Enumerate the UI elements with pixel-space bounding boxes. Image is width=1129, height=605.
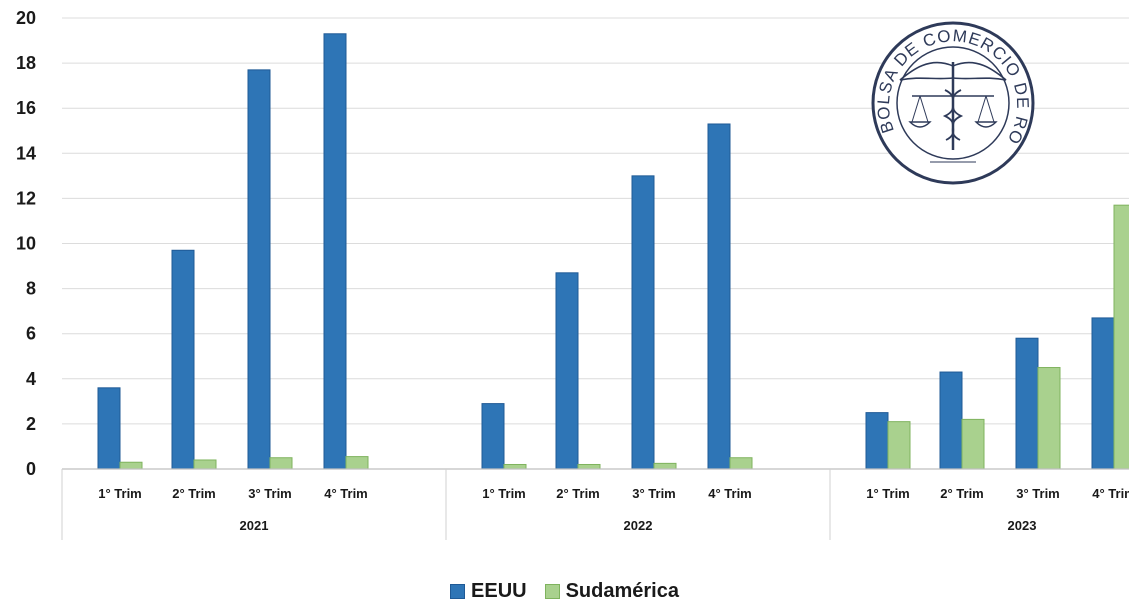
bar-eeuu: [707, 123, 731, 470]
legend-item-eeuu: EEUU: [450, 580, 527, 603]
y-tick-label: 14: [16, 143, 36, 163]
bar-eeuu: [481, 403, 505, 470]
bar-eeuu: [247, 69, 271, 470]
bar-sudamerica: [577, 463, 601, 470]
gridlines: [62, 17, 1129, 425]
bar-sudamerica: [345, 456, 369, 470]
y-tick-label: 4: [26, 369, 36, 389]
bar-eeuu: [555, 272, 579, 470]
x-tick-label: 4° Trim: [324, 486, 368, 501]
x-group-label: 2023: [1008, 518, 1037, 533]
legend-label-sudamerica: Sudamérica: [565, 580, 679, 602]
y-tick-label: 10: [16, 234, 36, 254]
x-tick-label: 1° Trim: [98, 486, 142, 501]
y-tick-label: 2: [26, 414, 36, 434]
y-tick-label: 20: [16, 8, 36, 28]
x-tick-label: 4° Trim: [708, 486, 752, 501]
bar-sudamerica: [193, 459, 217, 470]
bar-eeuu: [1091, 317, 1115, 470]
y-tick-label: 12: [16, 188, 36, 208]
bar-eeuu: [97, 387, 121, 470]
x-tick-label: 2° Trim: [172, 486, 216, 501]
y-tick-label: 0: [26, 459, 36, 479]
x-tick-label: 1° Trim: [866, 486, 910, 501]
x-tick-label: 3° Trim: [1016, 486, 1060, 501]
legend-item-sudamerica: Sudamérica: [544, 580, 679, 603]
bolsa-comercio-rosario-seal-logo: BOLSA DE COMERCIO DE ROSARIO: [0, 0, 1035, 185]
bar-eeuu: [939, 371, 963, 470]
y-tick-label: 16: [16, 98, 36, 118]
y-tick-label: 8: [26, 279, 36, 299]
legend-label-eeuu: EEUU: [471, 580, 527, 602]
bars: [97, 33, 1129, 470]
bar-eeuu: [171, 249, 195, 470]
bar-sudamerica: [119, 461, 143, 470]
bar-sudamerica: [961, 418, 985, 470]
bar-sudamerica: [887, 421, 911, 470]
x-tick-label: 2° Trim: [556, 486, 600, 501]
y-tick-label: 18: [16, 53, 36, 73]
bar-eeuu: [1015, 337, 1039, 470]
x-axis: 1° Trim 2° Trim 3° Trim 4° Trim 2021 1° Trim 2…: [61, 468, 1129, 540]
legend-swatch-eeuu: [450, 584, 466, 599]
bar-sudamerica: [1037, 367, 1061, 470]
x-tick-label: 4° Trim: [1092, 486, 1129, 501]
bar-sudamerica: [503, 463, 527, 470]
y-axis: 0 2 4 6 8 10 12 14 16 18 20: [16, 8, 36, 479]
x-group-label: 2022: [624, 518, 653, 533]
x-tick-label: 3° Trim: [248, 486, 292, 501]
x-tick-label: 2° Trim: [940, 486, 984, 501]
bar-eeuu: [865, 412, 889, 470]
y-tick-label: 6: [26, 324, 36, 344]
x-tick-label: 3° Trim: [632, 486, 676, 501]
legend-swatch-sudamerica: [544, 584, 560, 599]
legend: EEUU Sudamérica: [0, 580, 1129, 603]
bar-sudamerica: [1113, 204, 1129, 470]
bar-sudamerica: [269, 457, 293, 470]
bar-eeuu: [323, 33, 347, 470]
bar-sudamerica: [729, 457, 753, 470]
bar-sudamerica: [653, 462, 677, 470]
x-group-label: 2021: [240, 518, 269, 533]
bar-eeuu: [631, 175, 655, 470]
chart-svg: 0 2 4 6 8 10 12 14 16 18 20 1° Trim 2° Trim 3° Trim 4…: [0, 0, 1129, 540]
x-tick-label: 1° Trim: [482, 486, 526, 501]
